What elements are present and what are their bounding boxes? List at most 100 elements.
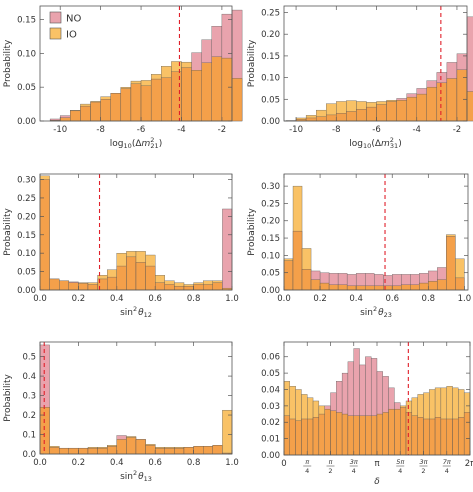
x-tick-label: 0.0: [277, 294, 291, 304]
y-tick-label: 0.00: [261, 117, 280, 127]
bar-overlap-25: [429, 418, 436, 456]
y-tick-label: 0.04: [261, 385, 280, 395]
bar-overlap-10: [341, 413, 349, 456]
bar-overlap-6: [346, 111, 357, 122]
y-tick-label: 0.0: [22, 450, 36, 460]
x-axis-label: sin2θ12: [120, 305, 152, 319]
bar-overlap-11: [161, 77, 172, 122]
y-tick-label: 0.05: [261, 269, 280, 279]
x-axis-label: δ: [374, 477, 380, 487]
y-tick-label: 0.15: [261, 52, 280, 62]
x-axis-label: sin2θ13: [120, 469, 152, 483]
bar-overlap-4: [90, 101, 101, 122]
bar-overlap-9: [365, 285, 375, 291]
bar-overlap-31: [463, 412, 471, 456]
bar-overlap-21: [405, 412, 413, 456]
x-tick-label: -6: [372, 125, 380, 135]
bar-overlap-11: [396, 99, 407, 122]
bar-overlap-14: [426, 86, 438, 122]
x-tick-label-numerator: 7π: [443, 458, 451, 466]
legend-swatch-IO: [49, 27, 62, 40]
x-tick-label: 0.4: [110, 458, 124, 468]
bars: [49, 9, 243, 122]
bar-overlap-7: [120, 88, 132, 122]
bar-overlap-29: [452, 418, 459, 456]
bar-overlap-13: [164, 284, 175, 291]
bar-overlap-18: [231, 78, 243, 122]
bar-overlap-18: [466, 91, 473, 122]
x-tick-label-denominator: 4: [398, 467, 402, 475]
bar-overlap-8: [330, 410, 337, 456]
x-tick-label-denominator: 2: [421, 467, 425, 475]
plot-frame: [39, 341, 233, 455]
y-tick-label: 0.10: [261, 251, 280, 261]
x-tick-label: -10: [53, 125, 67, 135]
bar-overlap-4: [307, 418, 314, 456]
x-tick-label: 0.6: [148, 458, 162, 468]
x-tick-label: 0.0: [33, 458, 47, 468]
bar-overlap-16: [376, 413, 383, 456]
y-tick-label: 0.05: [17, 268, 36, 278]
y-tick-label: 0.01: [261, 435, 280, 445]
bar-overlap-0: [283, 260, 294, 291]
y-tick-label: 0.30: [17, 176, 36, 186]
bar-overlap-11: [145, 265, 156, 291]
y-tick-label: 0.10: [17, 249, 36, 259]
bar-overlap-18: [212, 282, 223, 291]
bar-overlap-3: [301, 418, 308, 456]
x-tick-label: 1.0: [225, 294, 239, 304]
y-tick-label: 0.00: [261, 286, 280, 296]
bar-overlap-18: [212, 445, 223, 455]
y-axis-label: Probability: [3, 39, 13, 87]
y-tick-label: 0.20: [261, 30, 280, 40]
y-axis-label: Probability: [3, 208, 13, 256]
legend: NO IO: [49, 11, 81, 41]
bar-overlap-4: [319, 282, 330, 291]
bar-overlap-15: [183, 447, 194, 455]
bar-overlap-2: [305, 117, 317, 122]
x-tick-label: 0.6: [148, 294, 162, 304]
plot-frame: [283, 173, 469, 291]
x-tick-label: -2: [453, 125, 461, 135]
bar-overlap-13: [181, 67, 192, 122]
legend-label-NO: NO: [66, 14, 81, 25]
x-tick-label: 0.0: [33, 294, 47, 304]
y-tick-label: 0.15: [17, 231, 36, 241]
chart-panel-3: 0.00 0.05 0.10 0.15 0.20 0.25 0.30 0.0 0.2 0.4 0.6…: [3, 173, 239, 319]
x-tick-label-numerator: π: [329, 458, 333, 466]
bar-overlap-5: [328, 284, 339, 291]
bar-overlap-17: [203, 284, 213, 291]
bar-overlap-9: [336, 412, 343, 456]
x-tick-label: 0.2: [72, 458, 86, 468]
bar-overlap-8: [116, 265, 127, 291]
plot-frame: [283, 5, 468, 122]
x-tick-label: π: [374, 459, 379, 469]
x-axis-label: log10(Δm2 21): [110, 136, 162, 150]
x-tick-label: -2: [218, 125, 226, 135]
bar-overlap-2: [70, 110, 81, 122]
x-tick-label: -8: [96, 125, 104, 135]
y-tick-label: 0.00: [17, 117, 36, 127]
bar-overlap-5: [336, 113, 347, 122]
bar-overlap-16: [446, 78, 458, 122]
x-tick-label-numerator: π: [305, 458, 309, 466]
bar-overlap-16: [193, 284, 204, 291]
y-tick-label: 0.30: [261, 182, 280, 192]
bar-overlap-8: [355, 285, 366, 291]
bar-IO-19: [222, 409, 233, 455]
y-tick-label: 0.20: [17, 212, 36, 222]
y-tick-label: 0.25: [17, 194, 36, 204]
bar-overlap-2: [301, 269, 312, 291]
y-tick-label: 0.15: [261, 234, 280, 244]
bar-overlap-15: [183, 286, 194, 291]
bar-overlap-17: [437, 279, 447, 291]
y-tick-label: 0.06: [261, 353, 280, 363]
x-tick-label-denominator: 2: [328, 467, 332, 475]
y-tick-label: 0.05: [261, 369, 280, 379]
x-tick-label: 1.0: [458, 294, 472, 304]
x-tick-label: -8: [332, 125, 340, 135]
bar-overlap-14: [365, 415, 372, 456]
y-tick-label: 0.00: [17, 286, 36, 296]
y-tick-label: 0.5: [22, 353, 36, 363]
bar-overlap-14: [174, 286, 185, 291]
